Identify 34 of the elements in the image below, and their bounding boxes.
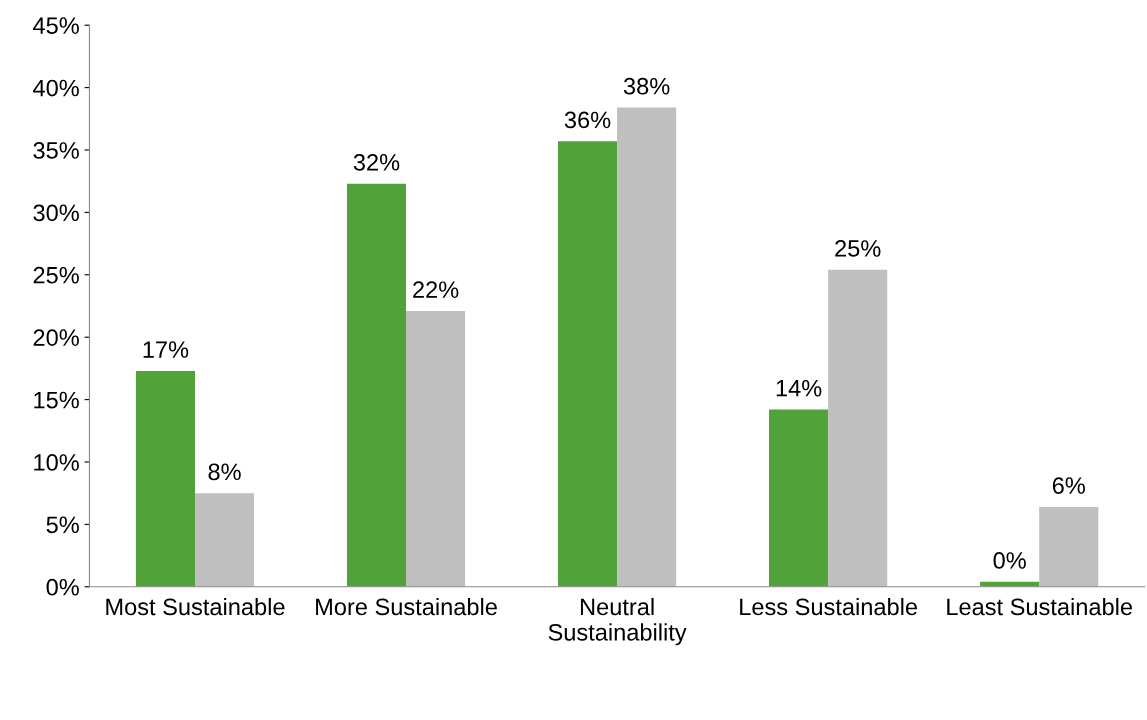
data-label: 25% [835, 240, 881, 257]
data-label: 8% [208, 463, 241, 481]
x-tick-label: More Sustainable [316, 597, 497, 616]
y-tick-label: 10% [34, 454, 79, 471]
y-tick-label: 0% [46, 578, 79, 596]
x-tick-label: Neutral Sustainability [548, 597, 687, 646]
bar [617, 107, 677, 587]
data-label: 17% [143, 341, 189, 358]
bar [346, 183, 407, 587]
y-tick-label: 25% [33, 266, 79, 284]
y-tick-label: 40% [33, 79, 79, 97]
bar [557, 141, 618, 587]
data-label: 38% [623, 77, 670, 95]
bar [194, 493, 255, 587]
data-label: 22% [413, 281, 459, 298]
x-tick-label: Most Sustainable [106, 597, 285, 616]
data-label: 36% [564, 111, 611, 129]
y-tick-label: 15% [34, 391, 79, 409]
y-tick-label: 20% [33, 329, 79, 346]
bar [828, 269, 888, 587]
data-label: 6% [1052, 477, 1085, 494]
data-label: 0% [993, 552, 1026, 569]
y-tick-label: 5% [46, 516, 79, 534]
x-tick-label: Least Sustainable [947, 597, 1132, 616]
data-label: 14% [776, 379, 822, 397]
y-tick-label: 35% [33, 142, 79, 159]
bar [406, 310, 466, 587]
bar [769, 409, 829, 587]
x-tick-label: Less Sustainable [740, 597, 917, 616]
bar [1039, 506, 1099, 587]
y-tick-label: 30% [33, 204, 79, 222]
y-tick-label: 45% [33, 17, 79, 34]
bar [135, 370, 195, 587]
data-label: 32% [353, 153, 400, 171]
